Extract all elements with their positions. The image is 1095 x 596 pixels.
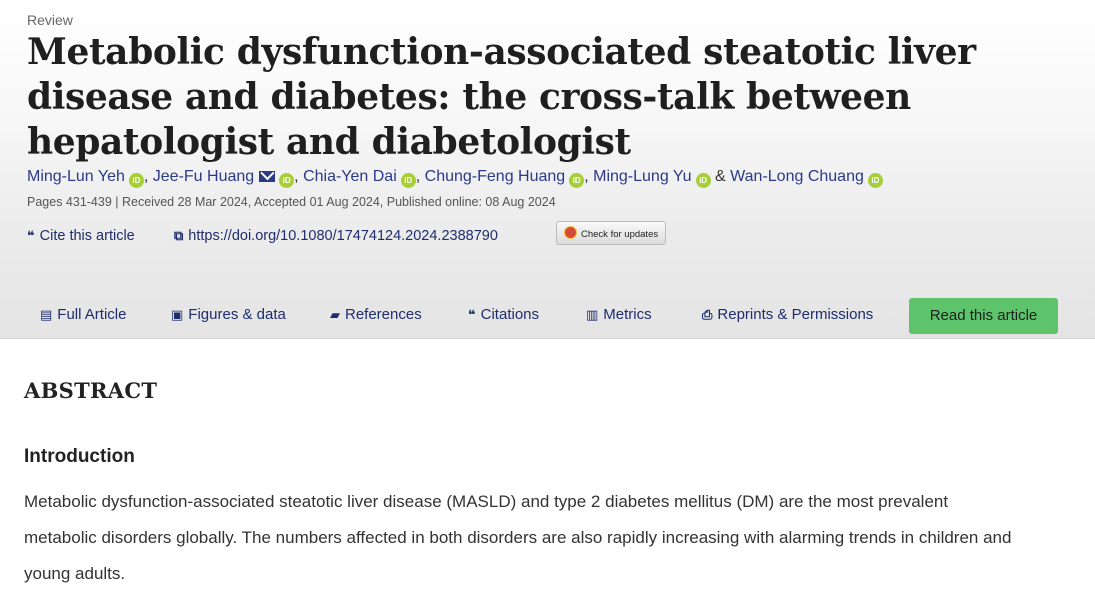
article-header: Review Metabolic dysfunction-associated … bbox=[0, 0, 1095, 339]
abstract-paragraph: Metabolic dysfunction-associated steatot… bbox=[24, 492, 1012, 583]
tab-full-article[interactable]: ▤ Full Article bbox=[40, 306, 126, 323]
orcid-icon[interactable]: iD bbox=[128, 173, 144, 188]
check-updates-label: Check for updates bbox=[581, 229, 659, 240]
doi-text: https://doi.org/10.1080/17474124.2024.23… bbox=[188, 228, 498, 244]
mail-icon[interactable] bbox=[259, 171, 276, 182]
tab-figures-label: Figures & data bbox=[188, 306, 286, 323]
tab-reprints[interactable]: ⎙ Reprints & Permissions bbox=[702, 306, 873, 323]
tab-citations-label: Citations bbox=[480, 306, 539, 323]
orcid-icon[interactable]: iD bbox=[400, 173, 416, 188]
tab-metrics[interactable]: ▥ Metrics bbox=[586, 306, 652, 323]
article-title: Metabolic dysfunction-associated steatot… bbox=[27, 31, 976, 163]
author-link-1[interactable]: Jee-Fu Huang bbox=[152, 168, 255, 185]
doi-link-icon: ⧉ bbox=[174, 228, 184, 243]
orcid-icon[interactable]: iD bbox=[569, 173, 585, 188]
article-type-label: Review bbox=[27, 12, 73, 28]
cite-label: Cite this article bbox=[39, 228, 135, 244]
tab-figures[interactable]: ▣ Figures & data bbox=[171, 306, 286, 323]
abstract-heading: ABSTRACT bbox=[24, 378, 158, 403]
author-separator: , bbox=[143, 168, 149, 185]
tab-citations[interactable]: ❝ Citations bbox=[468, 306, 539, 323]
image-icon: ▣ bbox=[171, 307, 184, 322]
orcid-icon[interactable]: iD bbox=[695, 173, 711, 188]
author-separator: , bbox=[415, 168, 421, 185]
tab-references[interactable]: ▰ References bbox=[330, 306, 422, 323]
cite-article-link[interactable]: ❝ Cite this article bbox=[27, 228, 135, 244]
quote-icon: ❝ bbox=[27, 228, 35, 243]
read-article-button[interactable]: Read this article bbox=[909, 298, 1058, 334]
tab-full-article-label: Full Article bbox=[57, 306, 127, 323]
crossmark-icon bbox=[564, 226, 577, 239]
printer-icon: ⎙ bbox=[702, 307, 713, 322]
book-icon: ▰ bbox=[330, 307, 340, 322]
author-list: Ming-Lun Yeh iD, Jee-Fu Huang iD, Chia-Yen… bbox=[27, 168, 883, 188]
author-separator: , bbox=[294, 168, 299, 185]
tab-metrics-label: Metrics bbox=[603, 306, 652, 323]
author-link-4[interactable]: Ming-Lung Yu bbox=[593, 168, 692, 185]
bar-chart-icon: ▥ bbox=[586, 307, 599, 322]
author-link-0[interactable]: Ming-Lun Yeh bbox=[27, 168, 125, 185]
quote-icon: ❝ bbox=[468, 307, 476, 322]
tab-reprints-label: Reprints & Permissions bbox=[717, 306, 874, 323]
check-updates-button[interactable]: Check for updates bbox=[556, 221, 667, 245]
tab-references-label: References bbox=[345, 306, 422, 323]
section-heading-introduction: Introduction bbox=[24, 446, 135, 467]
doi-link[interactable]: ⧉ https://doi.org/10.1080/17474124.2024.2… bbox=[174, 228, 498, 244]
author-link-2[interactable]: Chia-Yen Dai bbox=[303, 168, 397, 185]
publication-meta: Pages 431-439 | Received 28 Mar 2024, Ac… bbox=[27, 195, 556, 209]
author-separator: , bbox=[584, 168, 589, 185]
author-link-5[interactable]: Wan-Long Chuang bbox=[730, 168, 864, 185]
author-ampersand: & bbox=[715, 168, 726, 185]
orcid-icon[interactable]: iD bbox=[279, 173, 295, 188]
document-icon: ▤ bbox=[40, 307, 53, 322]
author-link-3[interactable]: Chung-Feng Huang bbox=[424, 168, 566, 185]
orcid-icon[interactable]: iD bbox=[867, 173, 883, 188]
